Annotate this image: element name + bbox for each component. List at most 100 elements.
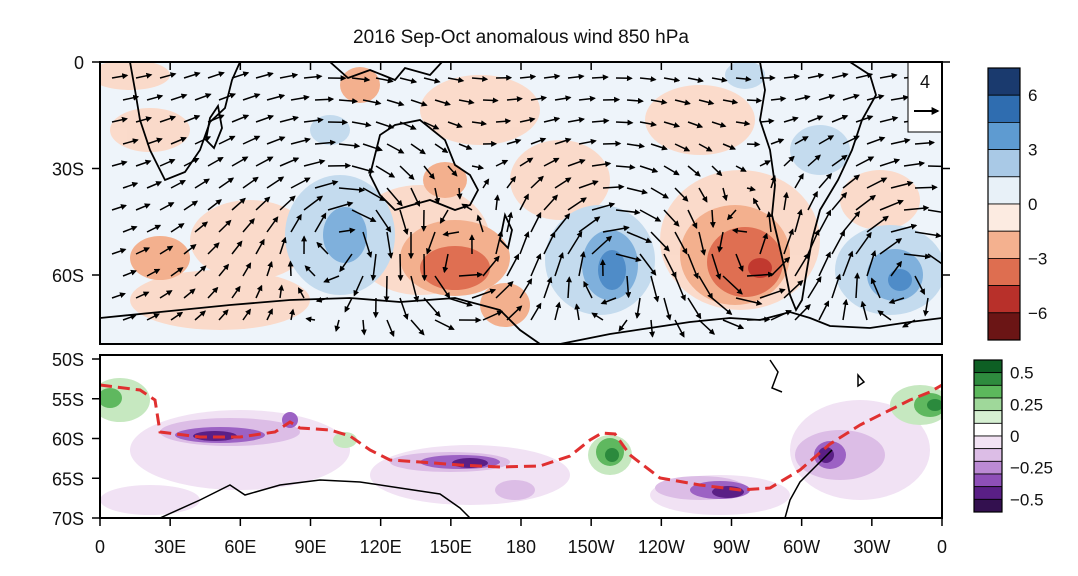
wind-vector bbox=[783, 155, 795, 167]
wind-vector bbox=[194, 310, 207, 321]
wind-vector bbox=[362, 143, 383, 152]
wind-vector bbox=[674, 99, 691, 106]
wind-vector bbox=[266, 93, 286, 101]
wind-vector bbox=[495, 159, 509, 167]
wind-vector bbox=[207, 242, 220, 255]
wind-vector bbox=[759, 118, 775, 125]
wind-vector bbox=[591, 161, 612, 168]
wind-vector bbox=[650, 187, 669, 199]
wind-vector bbox=[304, 265, 316, 277]
wind-vector bbox=[458, 143, 473, 150]
wind-vector bbox=[218, 177, 235, 189]
ice-edge-contour bbox=[100, 383, 942, 492]
wind-vector bbox=[735, 253, 744, 272]
wind-vector bbox=[927, 165, 942, 168]
lon-tick-label: 60E bbox=[224, 537, 256, 557]
wind-vector bbox=[794, 303, 811, 321]
wind-vector bbox=[183, 157, 200, 167]
bottom-latitude-ticks: 50S 55S 60S 65S 70S bbox=[52, 350, 100, 529]
wind-vector bbox=[399, 77, 418, 84]
wind-vector bbox=[543, 116, 561, 123]
wind-vector bbox=[519, 116, 536, 123]
wind-vector bbox=[111, 160, 128, 167]
wind-vector bbox=[722, 187, 728, 202]
colorbar-swatch bbox=[973, 435, 1003, 450]
wind-vector bbox=[879, 115, 899, 123]
wind-vector bbox=[111, 248, 127, 255]
wind-vector bbox=[183, 114, 201, 123]
wind-vector bbox=[698, 99, 715, 106]
wind-vector bbox=[194, 265, 207, 277]
wind-vector bbox=[854, 272, 861, 299]
wind-vector bbox=[879, 238, 903, 255]
wind-vector bbox=[831, 114, 849, 123]
wind-vector bbox=[434, 319, 455, 330]
wind-vector bbox=[709, 209, 716, 229]
wind-vector bbox=[890, 260, 903, 277]
top-latitude-ticks: 0 30S 60S bbox=[52, 53, 950, 286]
wind-vector bbox=[279, 157, 300, 167]
wind-vector bbox=[879, 199, 904, 211]
wind-vector bbox=[338, 98, 359, 105]
wind-vector bbox=[255, 284, 263, 299]
wind-vector bbox=[600, 297, 617, 305]
wind-vector bbox=[770, 174, 777, 189]
wind-vector bbox=[591, 202, 616, 211]
wind-vector bbox=[855, 115, 874, 123]
wind-vector bbox=[530, 175, 544, 189]
wind-vector bbox=[639, 165, 659, 173]
wind-vector bbox=[397, 253, 404, 282]
wind-vector bbox=[218, 135, 236, 145]
wind-vector bbox=[410, 99, 428, 107]
wind-vector bbox=[578, 138, 597, 145]
wind-vector bbox=[914, 184, 938, 191]
wind-vector bbox=[495, 280, 514, 299]
wind-vector bbox=[495, 118, 512, 125]
wind-vector bbox=[663, 209, 680, 227]
wind-vector bbox=[602, 184, 625, 190]
wind-vector bbox=[927, 253, 942, 265]
wind-vector bbox=[375, 77, 394, 84]
wind-vector bbox=[482, 178, 490, 189]
wind-vector bbox=[914, 231, 942, 239]
colorbar-swatch bbox=[973, 486, 1003, 500]
wind-vector bbox=[650, 231, 670, 252]
wind-vector bbox=[122, 181, 139, 189]
wind-vector bbox=[506, 253, 520, 277]
wind-vector bbox=[242, 262, 252, 277]
wind-vector bbox=[461, 203, 473, 211]
wind-vector bbox=[482, 97, 499, 104]
wind-vector bbox=[506, 211, 514, 233]
wind-vector bbox=[255, 114, 275, 123]
wind-vector bbox=[530, 253, 542, 277]
wind-vector bbox=[305, 316, 316, 323]
wind-vector bbox=[410, 319, 425, 336]
colorbar-swatch bbox=[973, 384, 1003, 399]
wind-vector bbox=[135, 203, 151, 211]
wind-vector bbox=[303, 195, 324, 211]
wind-vector bbox=[194, 136, 212, 145]
wind-vector bbox=[902, 319, 916, 328]
wind-vector bbox=[615, 209, 641, 216]
wind-vector bbox=[434, 275, 451, 299]
wind-vector bbox=[783, 116, 799, 123]
top-panel: 4 0 30S 60S bbox=[52, 53, 950, 345]
wind-vector bbox=[698, 187, 708, 203]
wind-vector bbox=[303, 159, 326, 167]
wind-vector bbox=[794, 252, 810, 277]
wind-vector bbox=[159, 202, 175, 211]
wind-vector bbox=[399, 165, 415, 181]
wind-vector bbox=[818, 135, 835, 145]
wind-vector bbox=[266, 308, 273, 321]
wind-vector bbox=[634, 297, 641, 319]
wind-vector bbox=[351, 209, 377, 222]
wind-vector bbox=[752, 197, 761, 211]
lon-tick-label: 180 bbox=[506, 537, 536, 557]
wind-vector bbox=[135, 116, 153, 123]
wind-vector bbox=[442, 230, 460, 237]
wind-vector bbox=[746, 141, 761, 148]
wind-colorbar: 6 3 0 −3 −6 bbox=[987, 67, 1047, 341]
wind-vector bbox=[722, 275, 743, 295]
wind-vector bbox=[831, 273, 842, 299]
